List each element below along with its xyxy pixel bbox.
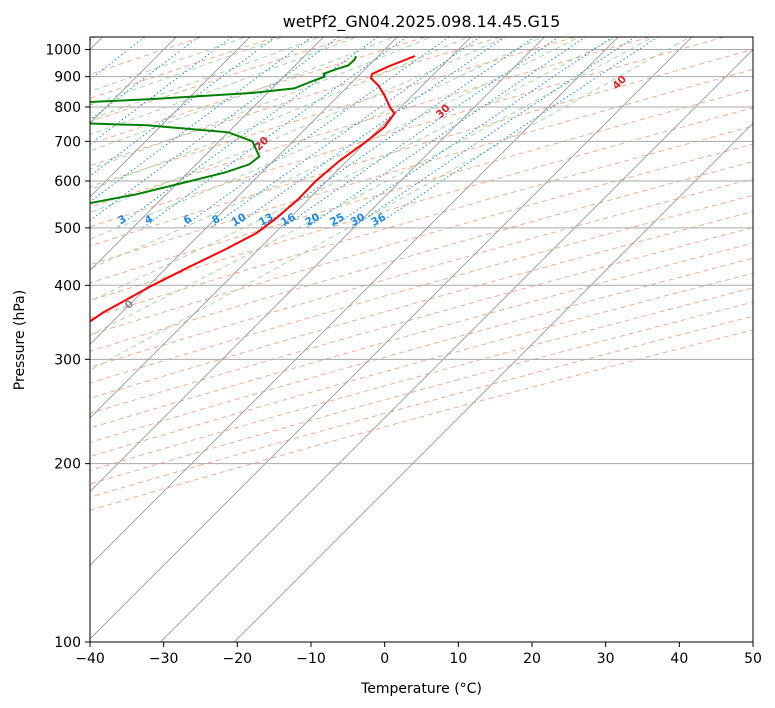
x-axis-label: Temperature (°C) xyxy=(360,681,482,697)
mixing-ratio-line xyxy=(90,37,340,222)
moist-adiabat xyxy=(90,37,654,336)
y-tick-label: 600 xyxy=(54,174,81,190)
isotherm xyxy=(90,37,251,198)
dry-adiabat xyxy=(90,211,753,399)
x-tick-label: 50 xyxy=(744,651,762,667)
dry-adiabat xyxy=(90,68,753,266)
dry-adiabat xyxy=(90,329,753,511)
dry-adiabat xyxy=(90,37,502,167)
y-axis-ticks: 100 200 300 400 500 600 700 800 900 1000 xyxy=(45,43,90,651)
dry-adiabat-label: 10 xyxy=(74,172,93,191)
mixing-ratio-label: 10 xyxy=(230,211,249,228)
temperature-profile xyxy=(90,55,416,323)
y-tick-label: 900 xyxy=(54,70,81,86)
dry-adiabat xyxy=(90,88,753,284)
dry-adiabat xyxy=(90,37,652,208)
dry-adiabat xyxy=(90,315,753,498)
mixing-ratio-label: 6 xyxy=(182,213,194,227)
moist-adiabat xyxy=(90,37,691,371)
dry-adiabat xyxy=(90,301,753,485)
mixing-ratio-line xyxy=(90,37,200,121)
plot-frame xyxy=(89,36,754,643)
isotherm xyxy=(90,37,546,493)
dry-adiabat xyxy=(90,37,278,99)
dry-adiabat xyxy=(90,287,753,471)
dry-adiabat xyxy=(90,272,753,457)
y-tick-label: 1000 xyxy=(45,43,81,59)
mixing-ratio-label: 8 xyxy=(210,213,222,227)
dry-adiabat xyxy=(90,37,577,188)
mixing-ratio-label: 30 xyxy=(349,211,368,228)
dry-adiabat xyxy=(90,125,753,319)
isotherm xyxy=(90,37,177,124)
isotherm xyxy=(159,48,753,642)
x-tick-label: 10 xyxy=(449,651,467,667)
y-tick-label: 200 xyxy=(54,457,81,473)
mixing-ratio-line xyxy=(282,37,560,229)
isotherm xyxy=(90,37,472,419)
x-axis-ticks: −40 −30 −20 −10 0 10 20 30 40 50 xyxy=(75,642,762,667)
x-tick-label: −30 xyxy=(149,651,179,667)
mixing-ratio-line xyxy=(115,37,379,229)
mixing-ratio-line xyxy=(331,37,614,229)
dry-adiabat xyxy=(90,178,753,368)
profiles xyxy=(90,55,416,323)
moist-adiabat xyxy=(90,37,544,240)
dry-adiabat-label: 40 xyxy=(610,73,629,92)
dry-adiabat xyxy=(90,143,753,336)
dry-adiabat xyxy=(90,194,753,384)
dry-adiabat xyxy=(90,49,753,247)
chart-title: wetPf2_GN04.2025.098.14.45.G15 xyxy=(283,12,561,32)
mixing-ratio-label: 20 xyxy=(303,211,322,228)
isotherm xyxy=(233,122,753,642)
y-axis-label: Pressure (hPa) xyxy=(12,290,28,390)
dry-adiabat xyxy=(90,257,753,443)
x-tick-label: 0 xyxy=(380,651,389,667)
dry-adiabat xyxy=(90,107,753,302)
moist-adiabat xyxy=(90,37,432,170)
dry-adiabat-label: 30 xyxy=(434,102,453,121)
y-tick-label: 500 xyxy=(54,221,81,237)
x-tick-label: 40 xyxy=(670,651,688,667)
background-lines xyxy=(90,37,753,642)
line-labels: -100-90-80-70-60-50-40-30-20-10010203040… xyxy=(21,73,629,311)
dry-adiabat xyxy=(90,37,428,145)
x-tick-label: −20 xyxy=(223,651,253,667)
isotherm xyxy=(90,37,619,566)
mixing-ratio-line xyxy=(90,37,96,42)
isotherm xyxy=(90,37,325,272)
x-tick-label: −10 xyxy=(296,651,326,667)
mixing-ratio-line xyxy=(209,37,481,229)
isotherm xyxy=(90,37,398,345)
isotherm xyxy=(90,37,693,640)
x-tick-label: 30 xyxy=(597,651,615,667)
mixing-ratio-line xyxy=(90,37,313,203)
moist-adiabat xyxy=(90,37,395,152)
mixing-ratio-label: 1 xyxy=(21,213,33,227)
mixing-ratio-line xyxy=(372,37,659,229)
y-tick-label: 300 xyxy=(54,352,81,368)
x-tick-label: 20 xyxy=(523,651,541,667)
mixing-ratio-line xyxy=(232,37,506,229)
y-tick-label: 400 xyxy=(54,278,81,294)
mixing-ratio-label: 25 xyxy=(328,211,347,228)
y-tick-label: 700 xyxy=(54,134,81,150)
x-tick-label: −40 xyxy=(75,651,105,667)
dry-adiabat xyxy=(90,161,753,352)
mixing-ratio-line xyxy=(142,37,408,229)
mixing-ratio-line xyxy=(306,37,587,229)
mixing-ratio-line xyxy=(181,37,450,229)
moist-adiabat xyxy=(90,37,469,190)
y-tick-label: 100 xyxy=(54,635,81,651)
dewpoint-profile xyxy=(90,55,358,205)
moist-adiabat xyxy=(90,37,617,302)
dry-adiabat xyxy=(90,242,753,429)
dry-adiabat xyxy=(90,226,753,414)
y-tick-label: 800 xyxy=(54,100,81,116)
